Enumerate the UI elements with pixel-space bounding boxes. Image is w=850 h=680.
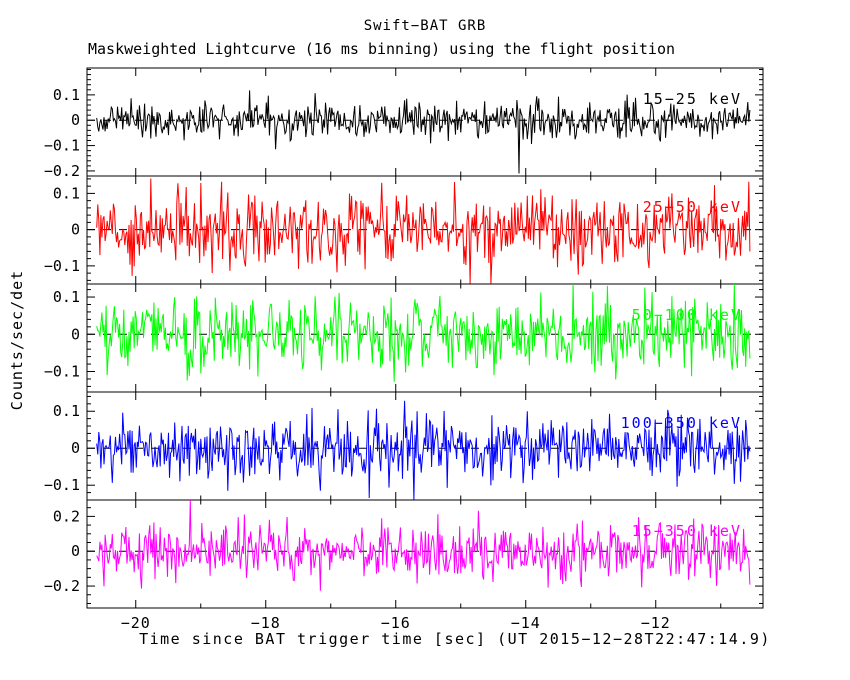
- energy-band-label: 50−100 keV: [632, 306, 742, 324]
- y-tick-label: 0: [71, 439, 80, 457]
- y-tick-label: 0: [71, 221, 80, 239]
- energy-band-label: 15−25 keV: [643, 90, 742, 108]
- y-tick-label: −0.1: [44, 137, 80, 155]
- y-tick-label: 0: [71, 325, 80, 343]
- panel-1: [86, 67, 764, 177]
- x-tick-label: −14: [511, 614, 541, 632]
- lightcurve-trace-3: [96, 284, 751, 382]
- x-tick-label: −16: [381, 614, 411, 632]
- x-tick-label: −20: [121, 614, 151, 632]
- y-tick-label: −0.2: [44, 577, 80, 595]
- x-tick-label: −12: [641, 614, 671, 632]
- panel-2: [86, 175, 764, 285]
- lightcurve-trace-1: [96, 90, 751, 174]
- y-tick-label: 0: [71, 111, 80, 129]
- y-tick-label: 0.1: [53, 402, 80, 420]
- panel-3: [86, 283, 764, 393]
- x-tick-label: −18: [251, 614, 281, 632]
- energy-band-label: 25−50 keV: [643, 198, 742, 216]
- y-tick-label: −0.1: [44, 257, 80, 275]
- y-tick-label: 0.1: [53, 288, 80, 306]
- plot-subtitle: Maskweighted Lightcurve (16 ms binning) …: [88, 40, 675, 58]
- y-tick-label: −0.1: [44, 476, 80, 494]
- y-tick-label: 0.1: [53, 184, 80, 202]
- panel-frame: [86, 499, 764, 609]
- energy-band-label: 15−350 keV: [632, 522, 742, 540]
- panel-4: [86, 391, 764, 501]
- y-tick-label: −0.2: [44, 162, 80, 180]
- y-tick-label: −0.1: [44, 363, 80, 381]
- panel-5: [86, 499, 764, 609]
- x-axis-title: Time since BAT trigger time [sec] (UT 20…: [139, 630, 771, 648]
- y-tick-label: 0.2: [53, 507, 80, 525]
- lightcurve-trace-4: [96, 400, 751, 500]
- energy-band-label: 100−350 keV: [621, 414, 742, 432]
- plot-title: Swift−BAT GRB: [363, 18, 487, 34]
- lightcurve-trace-5: [96, 500, 751, 591]
- lightcurve-trace-2: [96, 178, 751, 284]
- y-tick-label: 0: [71, 542, 80, 560]
- y-tick-label: 0.1: [53, 86, 80, 104]
